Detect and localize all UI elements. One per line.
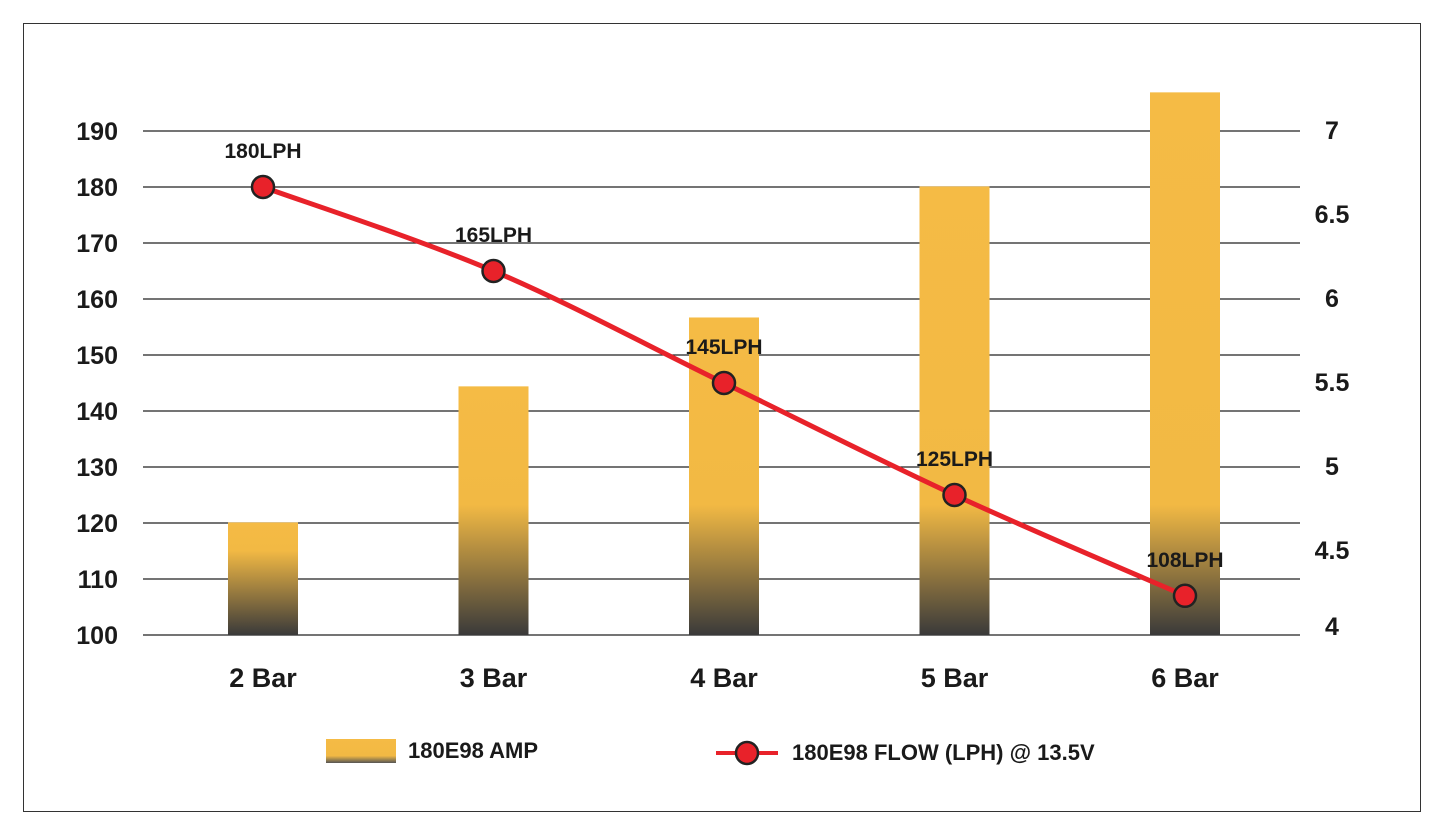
category-label: 3 Bar: [460, 663, 528, 693]
category-label: 6 Bar: [1151, 663, 1219, 693]
legend-item-flow: 180E98 FLOW (LPH) @ 13.5V: [716, 738, 1095, 768]
flow-data-label: 145LPH: [685, 336, 762, 359]
bar: [228, 522, 298, 635]
left-tick-label: 170: [76, 230, 118, 258]
flow-point: [481, 258, 506, 284]
legend-label-flow: 180E98 FLOW (LPH) @ 13.5V: [792, 740, 1095, 765]
left-tick-label: 160: [76, 286, 118, 314]
category-label: 5 Bar: [921, 663, 989, 693]
left-tick-label: 140: [76, 398, 118, 426]
legend-label-amp: 180E98 AMP: [408, 738, 539, 763]
bar: [689, 317, 759, 635]
flow-point: [250, 174, 276, 200]
bar: [919, 186, 990, 635]
legend-line-marker-icon: [716, 740, 778, 766]
left-tick-label: 120: [76, 510, 118, 538]
left-tick-label: 110: [78, 566, 118, 594]
right-tick-label: 4: [1325, 613, 1339, 641]
bar: [458, 386, 529, 635]
left-tick-label: 180: [76, 174, 118, 202]
right-tick-label: 6: [1325, 285, 1339, 313]
bar: [1150, 92, 1220, 636]
left-tick-label: 150: [76, 342, 118, 370]
flow-point: [711, 370, 737, 396]
left-tick-label: 190: [76, 118, 118, 146]
left-tick-label: 100: [76, 622, 118, 650]
legend-item-amp: 180E98 AMP: [326, 738, 538, 764]
category-label: 4 Bar: [690, 663, 758, 693]
right-tick-label: 7: [1325, 117, 1339, 145]
flow-point: [942, 482, 967, 508]
flow-data-label: 108LPH: [1146, 549, 1223, 572]
left-tick-label: 130: [76, 454, 118, 482]
right-tick-label: 5: [1325, 453, 1339, 481]
flow-data-label: 125LPH: [916, 448, 993, 471]
right-tick-label: 6.5: [1315, 201, 1350, 229]
chart-frame: [23, 23, 1421, 812]
category-label: 2 Bar: [229, 663, 297, 693]
flow-data-label: 165LPH: [455, 224, 532, 247]
legend-bar-swatch: [326, 739, 396, 763]
right-tick-label: 5.5: [1315, 369, 1350, 397]
flow-point: [1172, 583, 1198, 609]
right-tick-label: 4.5: [1315, 537, 1350, 565]
flow-data-label: 180LPH: [224, 140, 301, 163]
